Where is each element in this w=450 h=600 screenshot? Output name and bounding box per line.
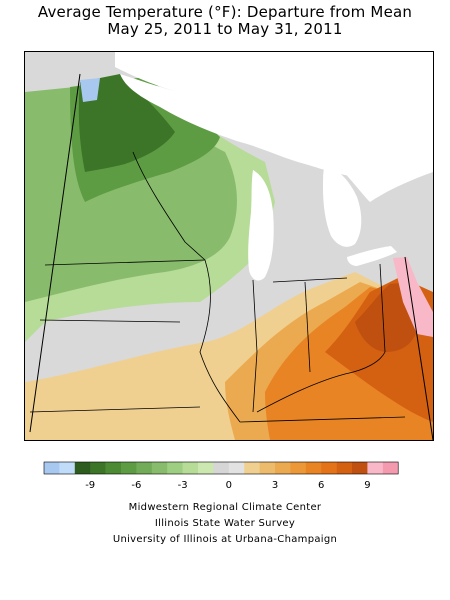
legend-swatch (151, 462, 168, 474)
border-wisconsin-west (132, 151, 206, 261)
border-illinois-indiana (252, 279, 258, 413)
legend-swatch (259, 462, 276, 474)
region-dark-green (78, 74, 175, 172)
legend-tick-label: -9 (85, 480, 95, 491)
lake-huron (323, 164, 362, 247)
legend-swatch (90, 462, 106, 474)
legend-swatch (336, 462, 353, 474)
region-light-blue (80, 78, 100, 102)
border-kentucky-south (239, 416, 406, 423)
region-gray (25, 232, 355, 382)
legend-swatch (352, 462, 368, 474)
legend-swatch (182, 462, 199, 474)
legend-swatch (367, 462, 384, 474)
legend-swatch (121, 462, 137, 474)
legend-border (43, 461, 399, 475)
legend-swatch (167, 462, 183, 474)
border-kentucky-north (256, 351, 386, 413)
region-outline-east (404, 256, 433, 440)
legend-swatch (290, 462, 307, 474)
border-missouri-south (29, 406, 201, 413)
credit-line-3: University of Illinois at Urbana-Champai… (112, 534, 338, 545)
legend-swatch (198, 462, 214, 474)
border-illinois-west (199, 259, 241, 423)
legend-swatch (105, 462, 122, 474)
color-legend: -9 -6 -3 0 3 6 9 (0, 458, 450, 492)
canada-land (115, 52, 433, 202)
border-michigan-indiana (272, 277, 348, 283)
legend-canvas: -9 -6 -3 0 3 6 9 (43, 461, 399, 491)
legend-swatch (321, 462, 337, 474)
border-iowa-south (39, 319, 181, 323)
legend-tick-label: -3 (178, 480, 188, 491)
lake-michigan (248, 170, 274, 281)
legend-tick-label: -6 (131, 480, 141, 491)
legend-swatch (305, 462, 322, 474)
lake-superior (120, 74, 370, 177)
legend-tick-label: 9 (364, 480, 370, 491)
credit-line-2: Illinois State Water Survey (154, 518, 296, 529)
legend-swatch (213, 462, 230, 474)
map-canvas (25, 52, 433, 440)
temperature-departure-map (24, 51, 434, 441)
legend-tick-label: 6 (318, 480, 324, 491)
title-line-2: May 25, 2011 to May 31, 2011 (107, 20, 343, 38)
legend-swatch (74, 462, 91, 474)
legend-tick-label: 3 (272, 480, 278, 491)
legend-swatch (244, 462, 260, 474)
legend-swatch (275, 462, 291, 474)
legend-swatch (228, 462, 245, 474)
legend-swatch (59, 462, 76, 474)
region-pink (393, 257, 433, 337)
legend-tick-label: 0 (226, 480, 232, 491)
state-borders (29, 151, 406, 423)
legend-swatch (136, 462, 153, 474)
credit-line-1: Midwestern Regional Climate Center (128, 502, 322, 513)
title-line-1: Average Temperature (°F): Departure from… (37, 3, 413, 21)
legend-swatch (44, 462, 60, 474)
legend-swatch (382, 462, 399, 474)
credits: Midwestern Regional Climate Center Illin… (0, 500, 450, 548)
map-title: Average Temperature (°F): Departure from… (0, 4, 450, 38)
region-outline (29, 73, 81, 433)
border-ohio-east (379, 263, 386, 353)
border-indiana-ohio (304, 281, 311, 373)
border-minnesota-south (44, 259, 206, 266)
lake-erie (347, 246, 397, 266)
